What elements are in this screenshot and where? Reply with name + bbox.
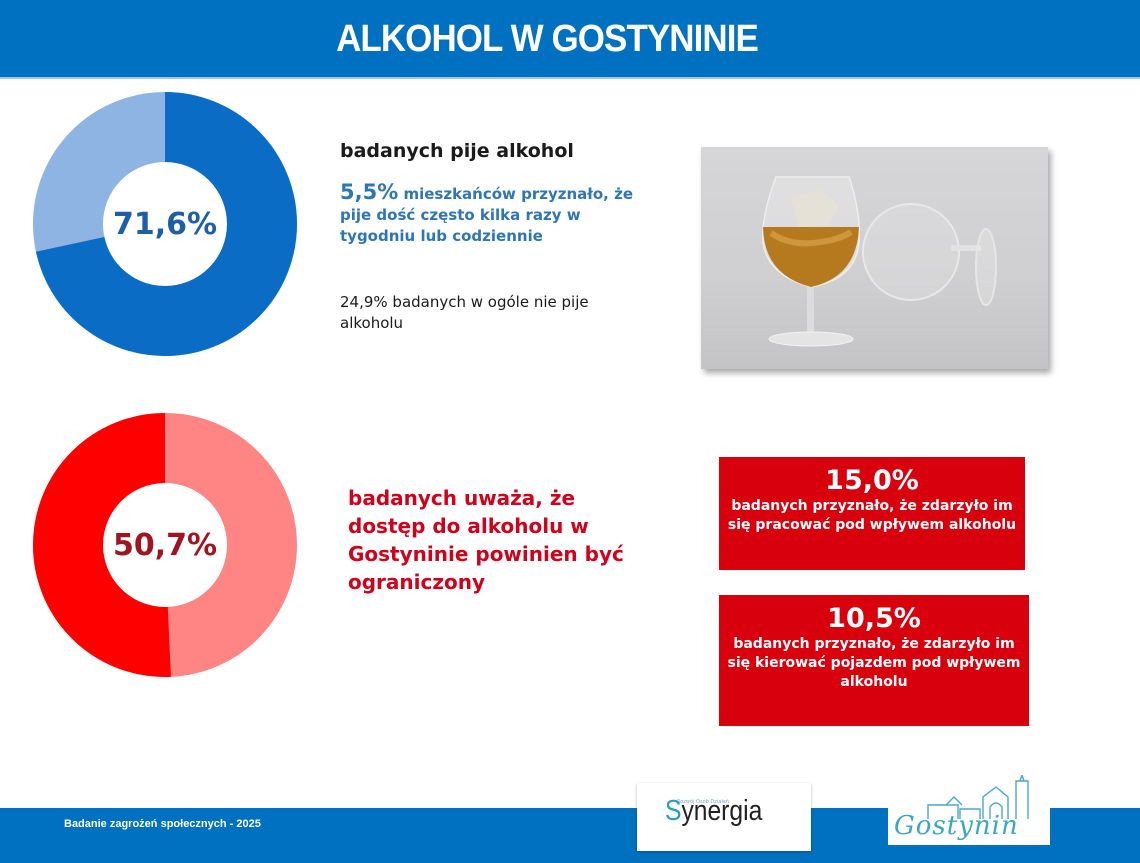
synergia-logo: Rozwój Osób Działań Synergia [637,783,811,851]
stat-box-work: 15,0% badanych przyznało, że zdarzyło im… [719,457,1025,570]
page-title: ALKOHOL W GOSTYNINIE [336,18,759,60]
non-drinkers-stat: 24,9% badanych w ogóle nie pije alkoholu [340,293,589,332]
stat-box-driving: 10,5% badanych przyznało, że zdarzyło im… [719,595,1029,726]
donut-chart-drinkers: 71,6% [33,92,297,356]
frequent-drinkers-pct: 5,5% [340,180,399,204]
donut-access-label: 50,7% [112,527,218,563]
stat-box-driving-desc: badanych przyznało, że zdarzyło im się k… [727,636,1021,690]
donut-drinkers-label: 71,6% [112,206,218,242]
donut-drinkers-graphic [33,92,297,356]
stat-box-work-desc: badanych przyznało, że zdarzyło im się p… [727,498,1017,533]
synergia-logo-tagline: Rozwój Osób Działań [677,799,730,805]
header-bar: ALKOHOL W GOSTYNINIE [0,0,1140,79]
donut-chart-access: 50,7% [33,413,297,677]
stat-box-driving-pct: 10,5% [827,603,921,634]
brandy-glasses-photo [701,147,1048,369]
frequent-drinkers-text: mieszkańców przyznało, że pije dość częs… [340,185,633,245]
access-restriction-text: badanych uważa, że dostęp do alkoholu w … [348,486,624,594]
gostynin-logo: Gostynin [888,772,1050,845]
gostynin-logo-word: Gostynin [894,811,1019,841]
frequent-drinkers-stat: 5,5% mieszkańców przyznało, że pije dość… [340,182,640,247]
footer-caption: Badanie zagrożeń społecznych - 2025 [64,818,261,830]
stat-box-work-pct: 15,0% [825,465,919,496]
gostynin-skyline-icon [927,772,1029,819]
synergia-logo-name: Synergia [665,795,763,827]
donut-access-graphic [33,413,297,677]
drinkers-heading: badanych pije alkohol [340,140,574,162]
